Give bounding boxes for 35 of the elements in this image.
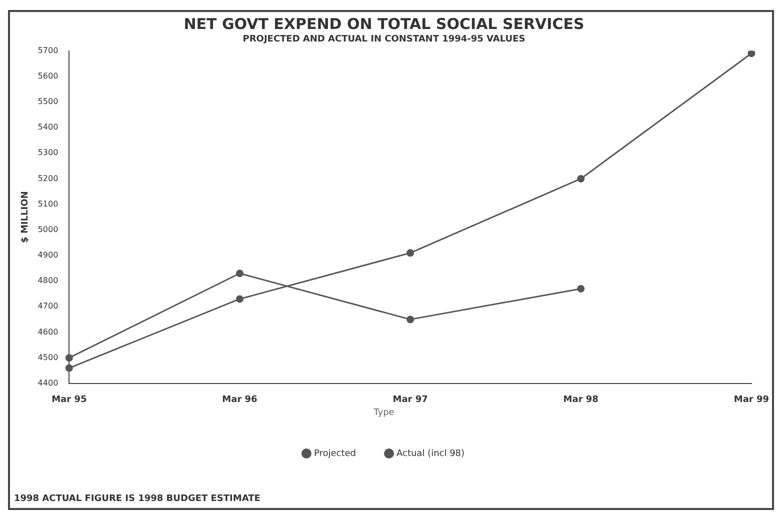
x-tick-label: Mar 99 bbox=[734, 395, 770, 406]
point bbox=[65, 364, 73, 372]
y-tick-label: 5200 bbox=[38, 174, 58, 183]
y-tick-label: 5700 bbox=[38, 46, 58, 55]
x-tick-label: Mar 96 bbox=[222, 395, 258, 406]
y-tick-label: 4800 bbox=[38, 276, 58, 286]
y-tick-label: 5600 bbox=[38, 71, 58, 80]
x-tick-label: Mar 97 bbox=[392, 395, 428, 406]
chart-title: NET GOVT EXPEND ON TOTAL SOCIAL SERVICES bbox=[184, 14, 584, 33]
chart-subtitle: PROJECTED AND ACTUAL IN CONSTANT 1994-95 VALUES bbox=[242, 34, 526, 45]
point bbox=[406, 249, 414, 257]
legend-label: Projected bbox=[314, 448, 356, 459]
point bbox=[65, 354, 73, 362]
legend-label: Actual (incl 98) bbox=[396, 448, 465, 459]
y-tick-label: 4700 bbox=[38, 302, 58, 311]
y-tick-label: 5000 bbox=[38, 224, 58, 234]
y-axis-title: $ MILLION bbox=[20, 191, 31, 243]
y-tick-label: 4900 bbox=[38, 250, 58, 260]
y-tick-label: 4600 bbox=[38, 327, 58, 336]
y-tick-label: 4500 bbox=[38, 352, 58, 362]
legend-title: Type bbox=[372, 408, 395, 418]
text: 1998 ACTUAL FIGURE IS 1998 BUDGET ESTIMATE bbox=[14, 494, 260, 504]
x-tick-label: Mar 95 bbox=[52, 395, 87, 406]
y-tick-label: 4400 bbox=[38, 378, 58, 388]
y-tick-label: 5100 bbox=[38, 199, 58, 208]
point bbox=[236, 295, 244, 303]
y-tick-label: 5400 bbox=[38, 122, 58, 132]
y-tick-label: 5300 bbox=[38, 148, 58, 158]
y-tick-label: 5500 bbox=[38, 97, 58, 106]
point bbox=[577, 284, 585, 292]
x-tick-label: Mar 98 bbox=[563, 395, 598, 406]
point bbox=[406, 316, 414, 324]
point bbox=[577, 174, 585, 182]
point bbox=[236, 270, 244, 278]
point bbox=[748, 50, 756, 58]
